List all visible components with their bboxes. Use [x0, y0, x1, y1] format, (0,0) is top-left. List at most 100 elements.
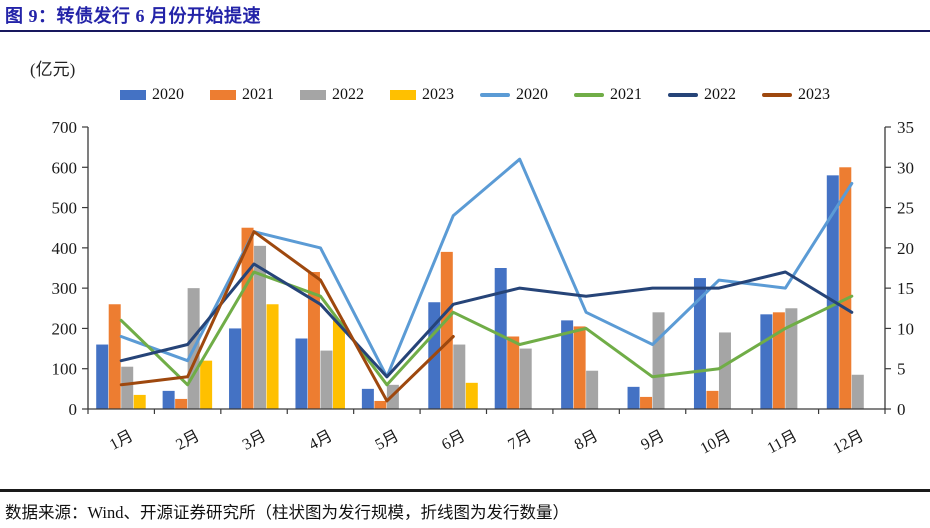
legend-label: 2022	[704, 86, 736, 103]
bar-2022-10月	[718, 332, 731, 409]
bar-2022-3月	[254, 245, 267, 409]
x-axis-category-label: 8月	[572, 428, 601, 454]
bar-2021-4月	[307, 272, 320, 409]
line-series-2022	[119, 262, 854, 379]
bar-2023-1月	[133, 394, 146, 409]
bar-2020-4月	[295, 338, 308, 409]
right-axis-tick-label: 15	[897, 279, 914, 298]
legend-item-line-2020: 2020	[480, 86, 548, 104]
bar-swatch-2022	[300, 90, 326, 100]
bar-2021-1月	[108, 304, 121, 409]
line-series-2021	[119, 270, 854, 387]
footer-rule	[0, 489, 930, 492]
right-axis-tick-label: 35	[897, 118, 914, 137]
line-swatch-2021	[574, 93, 604, 97]
right-axis-tick-label: 0	[897, 400, 906, 419]
bar-2022-7月	[519, 348, 532, 409]
bar-2021-7月	[507, 336, 520, 409]
left-axis-tick-label: 500	[52, 199, 78, 218]
bar-swatch-2021	[210, 90, 236, 100]
bar-2020-9月	[627, 386, 640, 409]
legend-label: 2022	[332, 86, 364, 103]
bar-2020-10月	[693, 278, 706, 409]
bar-swatch-2023	[390, 90, 416, 100]
line-swatch-2020	[480, 93, 510, 97]
legend-item-bar-2022: 2022	[300, 86, 364, 104]
bar-2021-9月	[640, 396, 653, 409]
bar-2020-7月	[494, 268, 507, 409]
bar-2021-12月	[839, 167, 852, 409]
bar-2020-1月	[96, 344, 109, 409]
bar-2020-3月	[229, 328, 242, 409]
bar-2022-11月	[785, 308, 798, 409]
left-axis-tick-label: 200	[52, 319, 78, 338]
x-axis-category-label: 10月	[698, 428, 734, 458]
x-axis-category-label: 12月	[830, 428, 866, 458]
legend-label: 2023	[798, 86, 830, 103]
legend-label: 2020	[152, 86, 184, 103]
x-axis-category-label: 5月	[373, 428, 402, 454]
bar-2020-2月	[162, 390, 175, 409]
legend-item-bar-2020: 2020	[120, 86, 184, 104]
bar-2021-6月	[440, 251, 453, 409]
legend-item-line-2021: 2021	[574, 86, 642, 104]
bar-2021-8月	[573, 326, 586, 409]
left-axis-tick-label: 400	[52, 239, 78, 258]
right-axis-tick-label: 25	[897, 199, 914, 218]
bar-2020-8月	[561, 320, 574, 409]
legend-label: 2020	[516, 86, 548, 103]
line-series-2023	[119, 230, 455, 403]
chart-legend: 2020 2021 2022 2023 2020 2021 2022 2023	[55, 86, 895, 104]
source-note: 数据来源：Wind、开源证券研究所（柱状图为发行规模，折线图为发行数量）	[5, 503, 569, 522]
legend-item-line-2022: 2022	[668, 86, 736, 104]
x-axis-category-label: 2月	[173, 428, 202, 454]
right-axis-tick-label: 10	[897, 319, 914, 338]
bar-2022-8月	[586, 370, 599, 409]
right-axis-tick-label: 20	[897, 239, 914, 258]
left-axis-tick-label: 0	[69, 400, 78, 419]
bar-2022-4月	[320, 350, 333, 409]
x-axis-category-label: 9月	[638, 428, 667, 454]
legend-label: 2023	[422, 86, 454, 103]
x-axis-category-label: 3月	[240, 428, 269, 454]
legend-label: 2021	[242, 86, 274, 103]
x-axis-category-label: 1月	[107, 428, 136, 454]
bar-2022-12月	[851, 374, 864, 409]
legend-label: 2021	[610, 86, 642, 103]
bar-2023-4月	[332, 320, 345, 409]
left-axis-tick-label: 300	[52, 279, 78, 298]
legend-item-line-2023: 2023	[762, 86, 830, 104]
bar-2023-6月	[465, 382, 478, 409]
x-axis-category-label: 6月	[439, 428, 468, 454]
bar-2021-5月	[374, 400, 387, 409]
bar-2021-10月	[706, 390, 719, 409]
bar-2022-9月	[652, 312, 665, 409]
x-axis-category-label: 4月	[306, 428, 335, 454]
bar-2020-12月	[826, 175, 839, 409]
right-axis-tick-label: 5	[897, 360, 906, 379]
bar-2023-2月	[200, 360, 213, 409]
right-axis-tick-label: 30	[897, 158, 914, 177]
bar-2020-11月	[760, 314, 773, 409]
left-axis-tick-label: 600	[52, 158, 78, 177]
left-axis-tick-label: 700	[52, 118, 78, 137]
bar-2022-6月	[453, 344, 466, 409]
x-axis-category-label: 11月	[765, 428, 801, 458]
left-axis-unit-label: (亿元)	[30, 60, 76, 79]
line-swatch-2022	[668, 93, 698, 97]
bar-2021-2月	[175, 398, 188, 409]
x-axis-category-label: 7月	[505, 428, 534, 454]
bar-swatch-2020	[120, 90, 146, 100]
left-axis-tick-label: 100	[52, 360, 78, 379]
figure-title: 图 9：转债发行 6 月份开始提速	[5, 6, 261, 26]
legend-item-bar-2023: 2023	[390, 86, 454, 104]
combo-chart: 0 100 200 300 400 500 600 700 0 5 10 15 20 25 30 35 1月 2月…	[52, 118, 915, 458]
bar-2023-3月	[266, 304, 279, 409]
bar-2021-11月	[772, 312, 785, 409]
legend-item-bar-2021: 2021	[210, 86, 274, 104]
bar-2022-1月	[121, 366, 134, 409]
title-underline	[0, 30, 930, 32]
bar-2021-3月	[241, 227, 254, 409]
line-swatch-2023	[762, 93, 792, 97]
